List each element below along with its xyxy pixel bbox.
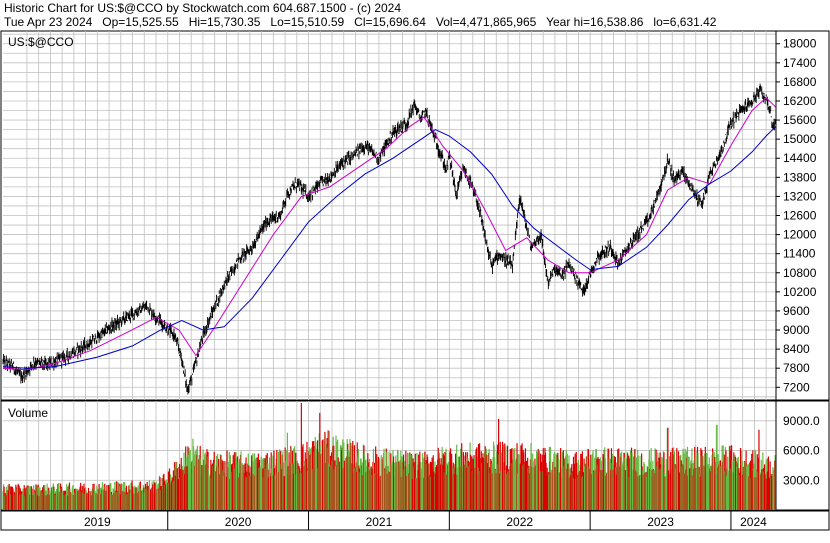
year-label: 2023	[647, 515, 674, 529]
price-tick-label: 9600	[783, 304, 810, 318]
long-moving-average-line	[2, 126, 777, 369]
price-tick-label: 12600	[783, 209, 817, 223]
year-label: 2022	[506, 515, 533, 529]
price-tick-label: 14400	[783, 151, 817, 165]
price-tick-label: 18000	[783, 37, 817, 51]
volume-panel: 3000.0 6000.0 9000.0	[0, 400, 830, 511]
price-tick-label: 13200	[783, 189, 817, 203]
volume-tick-label: 6000.0	[783, 444, 820, 458]
price-tick-label: 10200	[783, 285, 817, 299]
price-panel: 7200 7800 8400 9000 9600 10200 10800 11400 12000…	[0, 30, 830, 401]
price-tick-label: 15000	[783, 132, 817, 146]
price-tick-label: 17400	[783, 56, 817, 70]
price-tick-label: 16200	[783, 94, 817, 108]
chart-header-title: Historic Chart for US:$@CCO by Stockwatc…	[4, 1, 402, 15]
volume-tick-label: 3000.0	[783, 473, 820, 487]
price-tick-label: 10800	[783, 266, 817, 280]
year-label: 2024	[740, 515, 767, 529]
symbol-label: US:$@CCO	[8, 35, 74, 49]
year-label: 2021	[366, 515, 393, 529]
price-tick-label: 7200	[783, 380, 810, 394]
price-tick-label: 7800	[783, 361, 810, 375]
date-axis	[0, 510, 830, 531]
price-tick-label: 16800	[783, 75, 817, 89]
year-label: 2019	[84, 515, 111, 529]
chart-header-quote: Tue Apr 23 2024 Op=15,525.55 Hi=15,730.3…	[4, 15, 717, 29]
price-tick-label: 15600	[783, 113, 817, 127]
price-tick-label: 8400	[783, 342, 810, 356]
price-tick-label: 13800	[783, 170, 817, 184]
price-tick-label: 11400	[783, 247, 816, 261]
year-label: 2020	[225, 515, 252, 529]
price-tick-label: 9000	[783, 323, 810, 337]
volume-panel-title: Volume	[8, 406, 48, 420]
volume-tick-label: 9000.0	[783, 414, 820, 428]
price-tick-label: 12000	[783, 228, 817, 242]
